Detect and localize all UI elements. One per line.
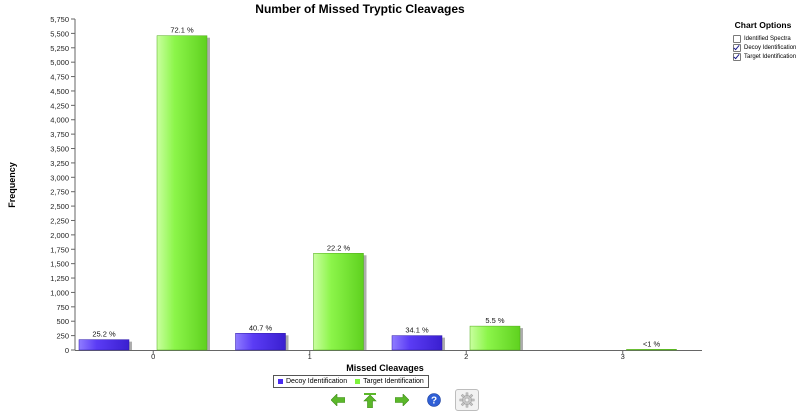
y-tick-label: 2,250 (50, 216, 69, 225)
svg-text:?: ? (431, 396, 437, 407)
identified-spectra-checkbox[interactable] (733, 34, 741, 43)
y-tick-label: 4,000 (50, 116, 69, 125)
y-tick-label: 2,750 (50, 188, 69, 197)
x-tick-label: 0 (151, 352, 155, 361)
help-button[interactable]: ? (423, 390, 445, 410)
option-identified-spectra[interactable]: Identified Spectra (733, 34, 799, 43)
back-button[interactable] (327, 390, 349, 410)
bar-value-label: 34.1 % (405, 326, 429, 335)
decoy-identification-label: Decoy Identification (744, 44, 797, 51)
decoy-identification-checkbox[interactable] (733, 43, 741, 52)
y-tick-label: 4,750 (50, 73, 69, 82)
chart-options-panel: Chart Options Identified Spectra Decoy I… (733, 20, 799, 61)
arrow-up-icon (363, 392, 377, 408)
bar-value-label: 5.5 % (485, 316, 505, 325)
bar (313, 253, 364, 351)
y-tick-label: 0 (65, 346, 69, 355)
y-tick-label: 5,250 (50, 44, 69, 53)
y-tick-label: 750 (56, 303, 69, 312)
arrow-right-icon (395, 394, 409, 406)
y-tick-label: 250 (56, 332, 69, 341)
bar (78, 339, 130, 351)
y-tick-label: 1,750 (50, 245, 69, 254)
chart-legend: Decoy Identification Target Identificati… (273, 375, 429, 388)
help-icon: ? (427, 393, 441, 407)
y-tick-label: 3,250 (50, 159, 69, 168)
legend-swatch-decoy (278, 379, 283, 384)
arrow-left-icon (331, 394, 345, 406)
option-target-identification[interactable]: Target Identification (733, 52, 799, 61)
target-identification-label: Target Identification (744, 53, 797, 60)
x-tick-label: 3 (621, 352, 625, 361)
y-tick-label: 4,500 (50, 87, 69, 96)
option-decoy-identification[interactable]: Decoy Identification (733, 43, 799, 52)
legend-item-decoy: Decoy Identification (278, 378, 347, 385)
x-axis-label: Missed Cleavages (346, 363, 424, 373)
y-tick-label: 3,000 (50, 173, 69, 182)
y-tick-label: 2,500 (50, 202, 69, 211)
x-tick-label: 1 (308, 352, 312, 361)
chart-options-title: Chart Options (734, 20, 792, 30)
y-tick-label: 1,500 (50, 260, 69, 269)
chart-title: Number of Missed Tryptic Cleavages (255, 2, 465, 16)
y-tick-label: 4,250 (50, 101, 69, 110)
bar (235, 333, 286, 351)
y-tick-label: 1,250 (50, 274, 69, 283)
bar-value-label: 72.1 % (170, 26, 194, 35)
gear-icon (459, 392, 475, 408)
legend-swatch-target (355, 379, 361, 384)
y-tick-label: 1,000 (50, 288, 69, 297)
bar (391, 335, 443, 351)
legend-label-decoy: Decoy Identification (286, 378, 348, 385)
y-tick-label: 3,500 (50, 145, 69, 154)
bar (626, 349, 677, 351)
legend-label-target: Target Identification (363, 378, 424, 385)
navigation-bar: ? (327, 389, 479, 411)
y-tick-label: 5,000 (50, 58, 69, 67)
legend-item-target: Target Identification (355, 378, 424, 385)
y-tick-label: 5,500 (50, 29, 69, 38)
up-button[interactable] (359, 390, 381, 410)
y-tick-label: 2,000 (50, 231, 69, 240)
bar-value-label: 25.2 % (92, 330, 116, 339)
bar-value-label: 22.2 % (327, 243, 351, 252)
forward-button[interactable] (391, 390, 413, 410)
y-tick-label: 500 (56, 317, 69, 326)
y-tick-label: 3,750 (50, 130, 69, 139)
bar-value-label: <1 % (643, 339, 661, 348)
identified-spectra-label: Identified Spectra (744, 35, 791, 42)
bar (469, 325, 521, 351)
bar-value-label: 40.7 % (249, 323, 273, 332)
target-identification-checkbox[interactable] (733, 52, 741, 61)
y-tick-label: 5,750 (50, 15, 69, 24)
bar (156, 35, 208, 351)
settings-button[interactable] (455, 389, 479, 411)
x-tick-label: 2 (464, 352, 468, 361)
